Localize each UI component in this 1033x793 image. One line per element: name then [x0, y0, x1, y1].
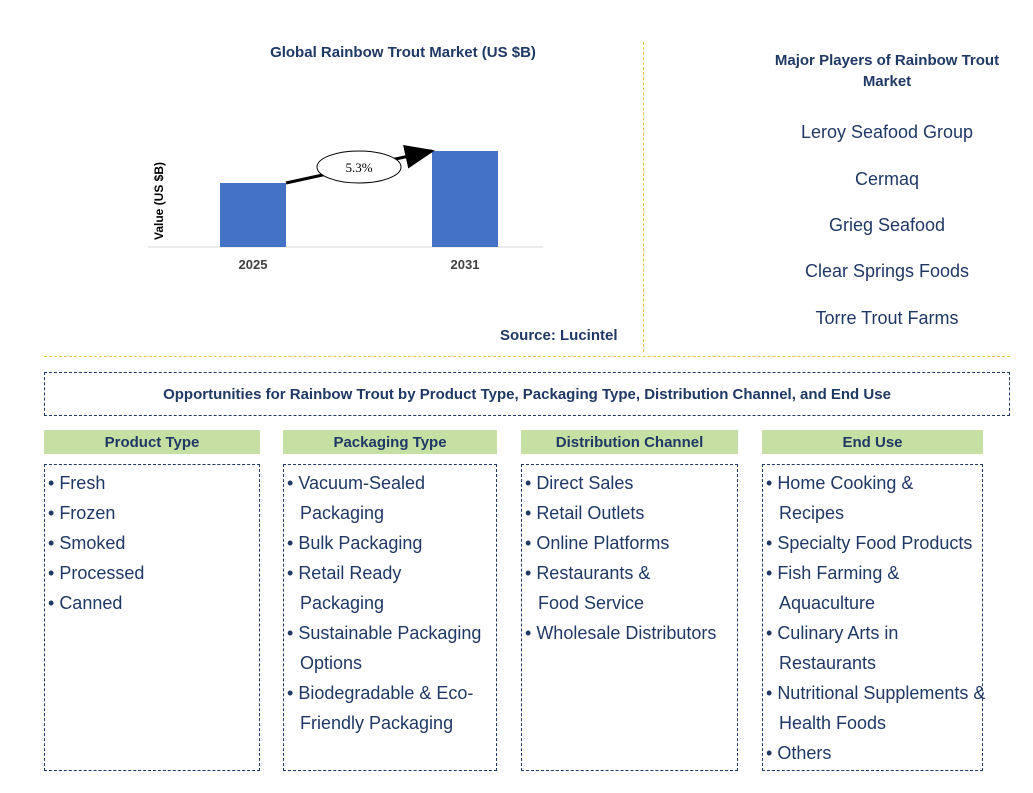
category-list-distribution-channel: Direct Sales Retail Outlets Online Platf… [521, 464, 738, 771]
category-list-packaging-type: Vacuum-Sealed Packaging Bulk Packaging R… [283, 464, 497, 771]
list-item: Vacuum-Sealed Packaging [287, 468, 480, 528]
x-tick-2025: 2025 [239, 257, 268, 272]
list-item: Direct Sales [525, 468, 737, 498]
list-item: Restaurants & Food Service [525, 558, 688, 618]
source-label: Source: Lucintel [500, 327, 618, 344]
bar-2031 [432, 151, 498, 247]
bar-2025 [220, 183, 286, 247]
list-item: Home Cooking & Recipes [766, 468, 954, 528]
list-item: Smoked [48, 528, 259, 558]
list-item: Processed [48, 558, 259, 588]
player-item: Cermaq [854, 169, 920, 189]
list-item: Canned [48, 588, 259, 618]
player-item: Torre Trout Farms [815, 308, 959, 328]
list-item: Fish Farming & Aquaculture [766, 558, 934, 618]
opportunities-title: Opportunities for Rainbow Trout by Produ… [163, 385, 891, 403]
horizontal-divider [44, 356, 1010, 357]
list-item: Sustainable Packaging Options [287, 618, 502, 678]
list-item: Bulk Packaging [287, 528, 496, 558]
list-item: Retail Ready Packaging [287, 558, 480, 618]
players-title: Major Players of Rainbow Trout Market [774, 52, 1000, 90]
category-header-packaging-type: Packaging Type [283, 430, 497, 454]
list-item: Fresh [48, 468, 259, 498]
list-item: Frozen [48, 498, 259, 528]
category-header-product-type: Product Type [44, 430, 260, 454]
x-tick-2031: 2031 [451, 257, 480, 272]
list-item: Others [766, 738, 982, 768]
opportunities-banner: Opportunities for Rainbow Trout by Produ… [44, 372, 1010, 416]
player-item: Clear Springs Foods [804, 261, 970, 281]
cagr-label: 5.3% [345, 160, 372, 175]
list-item: Nutritional Supplements & Health Foods [766, 678, 991, 738]
list-item: Wholesale Distributors [525, 618, 737, 648]
category-header-distribution-channel: Distribution Channel [521, 430, 738, 454]
player-item: Leroy Seafood Group [800, 122, 974, 142]
vertical-divider [643, 42, 644, 352]
list-item: Retail Outlets [525, 498, 737, 528]
player-item: Grieg Seafood [828, 215, 946, 235]
category-list-end-use: Home Cooking & Recipes Specialty Food Pr… [762, 464, 985, 771]
list-item: Online Platforms [525, 528, 737, 558]
cagr-ellipse [316, 150, 402, 184]
list-item: Culinary Arts in Restaurants [766, 618, 944, 678]
category-header-end-use: End Use [762, 430, 983, 454]
chart-title: Global Rainbow Trout Market (US $B) [270, 44, 536, 61]
category-list-product-type: Fresh Frozen Smoked Processed Canned [44, 464, 260, 771]
list-item: Specialty Food Products [766, 528, 982, 558]
list-item: Biodegradable & Eco-Friendly Packaging [287, 678, 500, 738]
bar-chart: 2025 2031 5.3% [148, 145, 543, 272]
